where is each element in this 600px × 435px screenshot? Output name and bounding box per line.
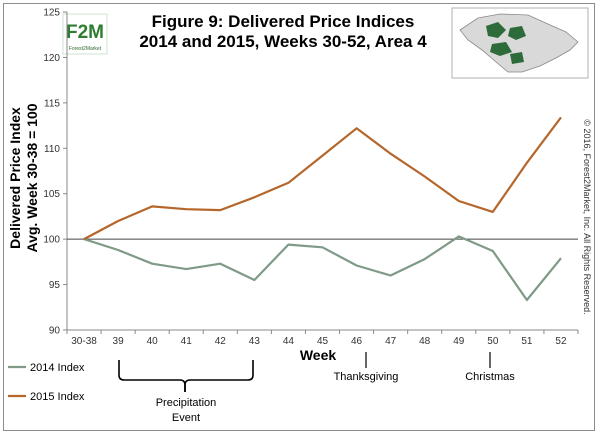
y-tick-label: 120: [43, 53, 60, 64]
y-tick-label: 90: [49, 326, 61, 337]
area-4-region: [510, 52, 524, 64]
annotation-precipitation-line2: Event: [172, 412, 200, 424]
chart-title-line1: Figure 9: Delivered Price Indices: [152, 12, 415, 31]
x-tick-label: 43: [249, 336, 261, 347]
x-tick-label: 52: [555, 336, 567, 347]
y-tick-label: 95: [49, 280, 61, 291]
series-line-2015: [83, 116, 562, 241]
x-tick-label: 30-38: [71, 336, 97, 347]
legend-label-2015: 2015 Index: [30, 391, 85, 403]
x-axis-ticks: 30-38 39 40 41 42 43 44 45 46 47 48 49 50 51 52: [66, 330, 579, 347]
y-tick-label: 110: [44, 144, 60, 155]
logo-wordmark: F2M: [66, 22, 104, 43]
x-tick-label: 45: [317, 336, 329, 347]
chart-frame: [3, 3, 595, 431]
annotation-precipitation-line1: Precipitation: [156, 397, 217, 409]
y-tick-label: 125: [43, 8, 60, 19]
chart-title-line2: 2014 and 2015, Weeks 30-52, Area 4: [139, 32, 427, 51]
y-tick-label: 115: [44, 98, 60, 109]
x-axis-label: Week: [300, 347, 337, 363]
y-tick-label: 105: [43, 189, 60, 200]
x-tick-label: 49: [453, 336, 465, 347]
x-tick-label: 51: [521, 336, 533, 347]
precipitation-brace: [118, 360, 254, 392]
x-tick-label: 47: [385, 336, 397, 347]
legend-label-2014: 2014 Index: [30, 362, 85, 374]
forest2market-logo: F2M Forest2Market: [62, 13, 108, 55]
area-map-inset: [451, 7, 589, 79]
area-4-region: [508, 26, 526, 40]
y-axis-label-line2: Avg. Week 30-38 = 100: [24, 103, 40, 252]
x-tick-label: 44: [283, 336, 295, 347]
legend: 2014 Index 2015 Index: [8, 362, 85, 403]
x-tick-label: 39: [113, 336, 125, 347]
series-lines: [83, 116, 562, 302]
x-tick-label: 41: [181, 336, 193, 347]
x-tick-label: 48: [419, 336, 431, 347]
annotation-christmas: Christmas: [465, 371, 515, 383]
y-tick-label: 100: [43, 235, 60, 246]
series-line-2014: [83, 235, 562, 302]
x-tick-label: 42: [215, 336, 227, 347]
axes: [66, 12, 578, 331]
y-axis-label-line1: Delivered Price Index: [7, 107, 23, 249]
x-tick-label: 46: [351, 336, 363, 347]
y-axis-ticks: 90 95 100 105 110 115 120 125: [43, 8, 67, 337]
x-tick-label: 50: [487, 336, 499, 347]
copyright-notice: © 2016, Forest2Market, Inc. All Rights R…: [582, 119, 592, 314]
area-4-region: [490, 42, 512, 56]
x-tick-label: 40: [147, 336, 159, 347]
area-4-region: [486, 22, 506, 38]
annotation-thanksgiving: Thanksgiving: [334, 371, 399, 383]
logo-subtext: Forest2Market: [69, 46, 102, 52]
